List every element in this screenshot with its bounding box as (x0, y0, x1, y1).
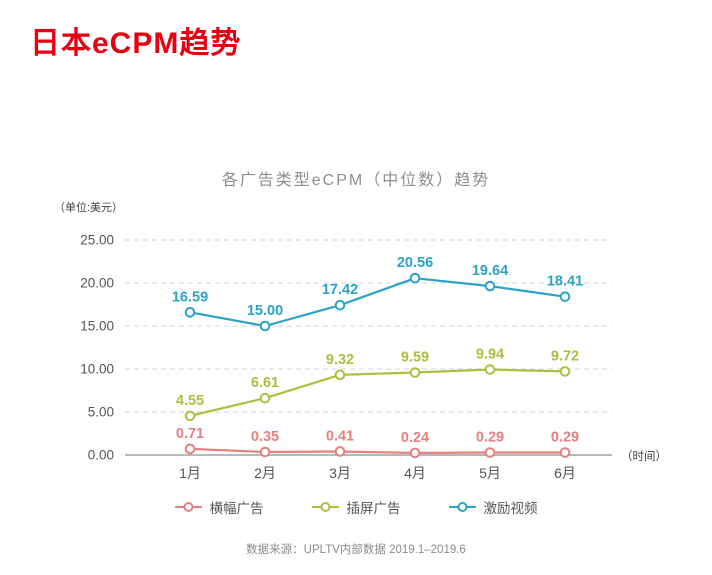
svg-text:3月: 3月 (329, 465, 351, 481)
svg-text:10.00: 10.00 (80, 362, 114, 377)
svg-text:0.00: 0.00 (88, 448, 114, 463)
data-source-note: 数据来源：UPLTV内部数据 2019.1–2019.6 (246, 544, 466, 556)
line-circle-marker-icon (448, 502, 476, 512)
chart-legend: 横幅广告 插屏广告 激励视频 (0, 497, 712, 517)
svg-text:0.35: 0.35 (251, 429, 279, 445)
svg-text:9.94: 9.94 (476, 347, 504, 363)
svg-text:19.64: 19.64 (472, 263, 508, 279)
svg-text:9.72: 9.72 (551, 348, 579, 364)
svg-text:9.59: 9.59 (401, 350, 429, 366)
svg-text:6月: 6月 (554, 465, 576, 481)
svg-text:2月: 2月 (254, 465, 276, 481)
y-axis-unit-label: （单位:美元） (54, 202, 124, 214)
legend-item-banner: 横幅广告 (174, 497, 264, 517)
svg-text:25.00: 25.00 (80, 233, 114, 248)
svg-text:4月: 4月 (404, 465, 426, 481)
legend-label: 横幅广告 (209, 501, 264, 516)
series-1: 4.55 6.61 9.32 9.59 9.94 9.72 (176, 347, 579, 422)
page-title: 日本eCPM趋势 (30, 27, 242, 60)
svg-text:0.24: 0.24 (401, 430, 429, 446)
svg-text:18.41: 18.41 (547, 274, 583, 290)
svg-text:1月: 1月 (179, 465, 201, 481)
legend-label: 激励视频 (483, 501, 538, 516)
chart-title: 各广告类型eCPM（中位数）趋势 (221, 172, 491, 189)
svg-text:（时间）: （时间） (621, 450, 667, 463)
series-2: 16.59 15.00 17.42 20.56 19.64 18.41 (172, 255, 583, 332)
svg-text:0.71: 0.71 (176, 426, 204, 442)
svg-text:15.00: 15.00 (247, 303, 283, 319)
svg-text:20.00: 20.00 (80, 276, 114, 291)
legend-label: 插屏广告 (346, 501, 401, 516)
svg-text:0.41: 0.41 (326, 428, 354, 444)
chart-canvas: 0.00 5.00 10.00 15.00 20.00 25.00 1月 2月 3月 4月 5月 6月… (80, 233, 667, 482)
svg-text:15.00: 15.00 (80, 319, 114, 334)
svg-text:6.61: 6.61 (251, 375, 279, 391)
svg-text:20.56: 20.56 (397, 255, 433, 271)
svg-text:9.32: 9.32 (326, 352, 354, 368)
svg-text:0.29: 0.29 (551, 430, 579, 446)
svg-text:5.00: 5.00 (88, 405, 114, 420)
line-circle-marker-icon (311, 502, 339, 512)
svg-text:4.55: 4.55 (176, 393, 204, 409)
svg-text:0.29: 0.29 (476, 430, 504, 446)
series-0: 0.71 0.35 0.41 0.24 0.29 0.29 (176, 426, 579, 459)
svg-text:17.42: 17.42 (322, 282, 358, 298)
svg-text:16.59: 16.59 (172, 289, 208, 305)
legend-item-interstitial: 插屏广告 (311, 497, 401, 517)
svg-text:5月: 5月 (479, 465, 501, 481)
legend-item-rewarded-video: 激励视频 (448, 497, 538, 517)
line-circle-marker-icon (174, 502, 202, 512)
